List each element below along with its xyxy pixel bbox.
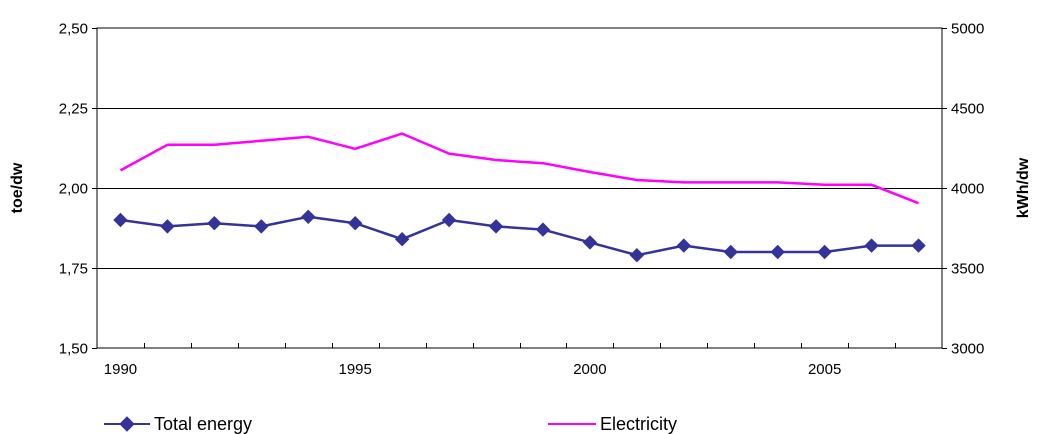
series-layer: [113, 132, 926, 263]
x-tick-label-2005: 2005: [808, 361, 841, 378]
x-tick-label-1990: 1990: [104, 361, 137, 378]
data-point-total-energy-2005: [817, 244, 832, 260]
data-point-total-energy-1996: [394, 231, 410, 247]
series-line-total-energy: [120, 215, 919, 257]
legend-label-total-energy: Total energy: [154, 414, 252, 434]
x-axis: 1990 1995 2000 2005: [104, 343, 896, 378]
y-right-tick-label: 5000: [951, 21, 984, 38]
data-point-total-energy-1997: [441, 212, 457, 228]
gridlines: [97, 108, 942, 269]
right-y-axis: 3000 3500 4000 4500 5000: [942, 21, 984, 358]
x-tick-label-2000: 2000: [573, 361, 606, 378]
y-right-tick-label: 4000: [951, 181, 984, 198]
legend-item-total-energy: Total energy: [104, 414, 252, 434]
data-point-total-energy-1990: [113, 212, 128, 228]
y-axis-right-title: kWh/dw: [1015, 157, 1032, 218]
legend-swatch-total-energy-marker: [119, 416, 135, 432]
left-y-axis: 1,50 1,75 2,00 2,25 2,50: [59, 21, 97, 358]
data-point-total-energy-2004: [770, 244, 785, 260]
data-point-total-energy-1998: [488, 219, 504, 234]
y-left-tick-label: 2,00: [59, 181, 88, 198]
x-tick-label-1995: 1995: [339, 361, 372, 378]
y-axis-left-title: toe/dw: [9, 162, 26, 213]
data-point-total-energy-2007: [911, 238, 926, 253]
y-left-tick-label: 2,50: [59, 21, 88, 38]
data-point-total-energy-2006: [864, 238, 879, 253]
series-total-energy: [113, 209, 926, 263]
y-left-tick-label: 1,50: [59, 341, 88, 358]
series-line-electricity: [119, 132, 919, 205]
data-point-total-energy-2003: [723, 244, 738, 260]
legend: Total energy Electricity: [104, 414, 677, 434]
y-right-tick-label: 3000: [951, 341, 984, 358]
data-point-total-energy-1993: [254, 219, 269, 234]
y-right-tick-label: 3500: [951, 261, 984, 278]
data-point-total-energy-1999: [535, 222, 551, 237]
data-point-total-energy-2002: [676, 238, 692, 253]
y-left-tick-label: 2,25: [59, 101, 88, 118]
legend-item-electricity: Electricity: [548, 414, 677, 434]
data-point-total-energy-2000: [582, 235, 598, 250]
data-point-total-energy-1991: [160, 219, 175, 234]
y-right-tick-label: 4500: [951, 101, 984, 118]
legend-label-electricity: Electricity: [600, 414, 677, 434]
data-point-total-energy-1994: [301, 209, 316, 225]
data-point-total-energy-1992: [207, 215, 222, 231]
data-point-total-energy-2001: [629, 247, 645, 263]
y-left-tick-label: 1,75: [59, 261, 88, 278]
data-point-total-energy-1995: [347, 215, 363, 231]
series-electricity: [119, 132, 919, 205]
